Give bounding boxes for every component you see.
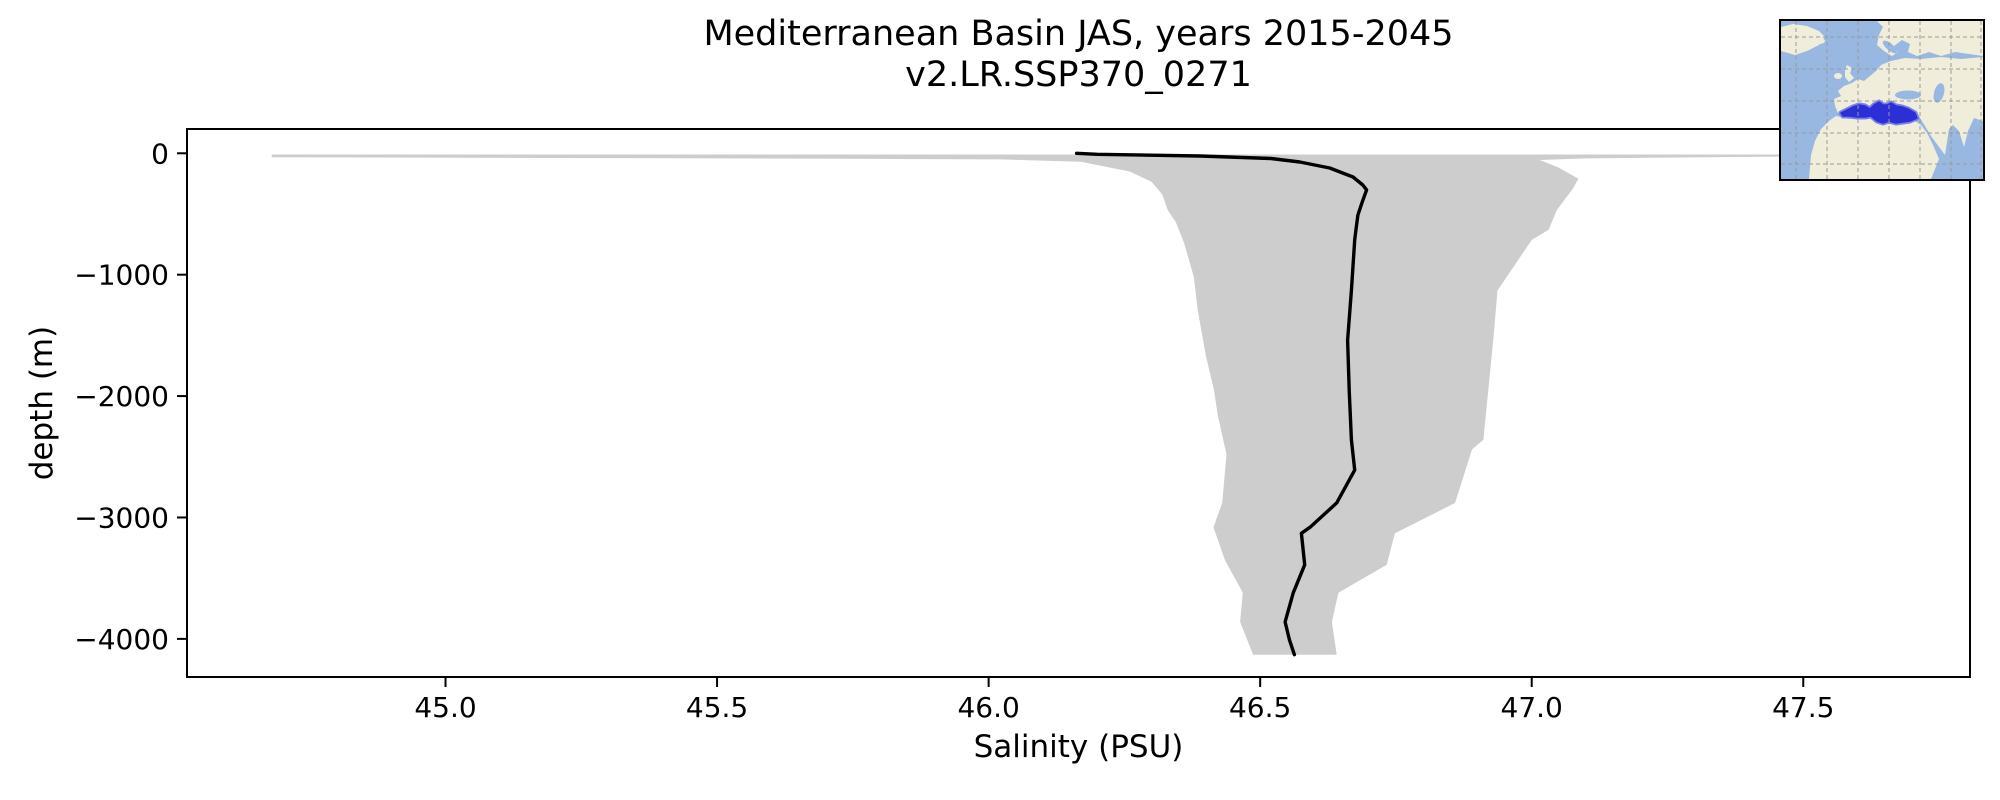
y-tick--4000: −4000 (74, 623, 169, 656)
y-tick--3000: −3000 (74, 501, 169, 534)
axes-spines (186, 128, 1971, 678)
region-locator-map (1779, 19, 1985, 181)
x-tick-46.5: 46.5 (1229, 691, 1291, 724)
y-axis-ticks: 0 −1000 −2000 −3000 −4000 (74, 137, 187, 656)
x-tick-45.5: 45.5 (686, 691, 748, 724)
chart-title-line2: v2.LR.SSP370_0271 (905, 55, 1252, 95)
map-land-scandinavia (1877, 21, 1983, 56)
y-tick--2000: −2000 (74, 380, 169, 413)
map-land-iceland (1813, 38, 1825, 44)
y-tick--1000: −1000 (74, 259, 169, 292)
x-tick-47.5: 47.5 (1772, 691, 1834, 724)
y-axis-label: depth (m) (24, 325, 60, 481)
chart-title-line1: Mediterranean Basin JAS, years 2015-2045 (703, 14, 1454, 54)
map-baltic-sea (1882, 40, 1898, 54)
mean-profile-line (1074, 151, 1369, 657)
x-tick-47.0: 47.0 (1501, 691, 1563, 724)
x-axis-ticks: 45.0 45.5 46.0 46.5 47.0 47.5 (414, 677, 1834, 724)
y-tick-0: 0 (151, 137, 169, 170)
x-tick-46.0: 46.0 (957, 691, 1019, 724)
map-land-eurasia (1834, 57, 1983, 155)
x-axis-label: Salinity (PSU) (973, 729, 1184, 765)
map-land-greenland (1781, 24, 1825, 55)
mediterranean-highlight-region (1840, 101, 1918, 124)
map-caspian-sea (1933, 83, 1945, 103)
map-land-africa (1809, 114, 1939, 179)
map-land-ireland (1834, 73, 1842, 79)
x-tick-45.0: 45.0 (414, 691, 476, 724)
map-gridlines (1781, 21, 1983, 179)
spread-envelope-band (271, 154, 1891, 655)
map-black-sea (1895, 90, 1921, 100)
chart-title: Mediterranean Basin JAS, years 2015-2045… (187, 14, 1970, 96)
